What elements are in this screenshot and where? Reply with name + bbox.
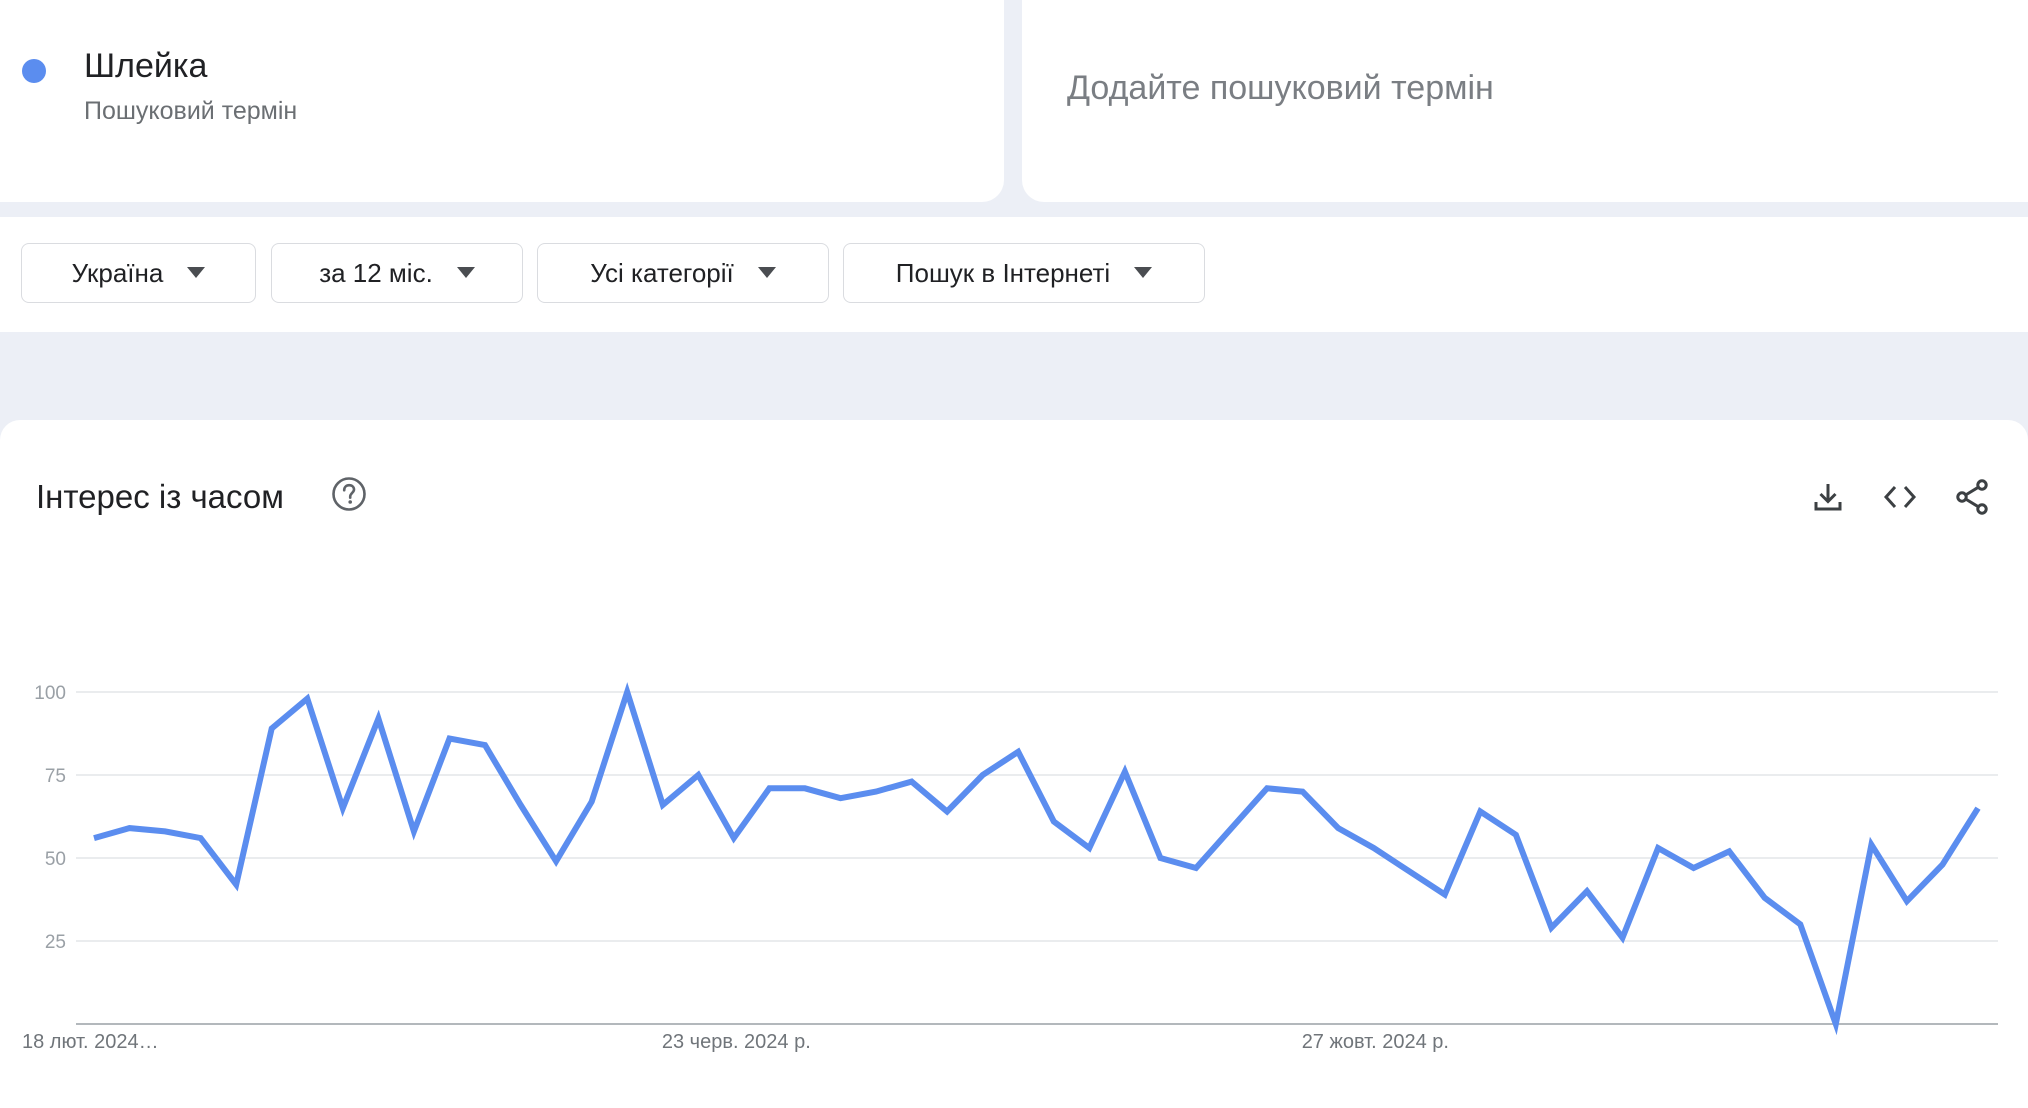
- caret-down-icon: [456, 266, 475, 278]
- term-name: Шлейка: [84, 47, 208, 85]
- search-term-card[interactable]: Шлейка Пошуковий термін: [0, 0, 1004, 202]
- caret-down-icon: [1134, 266, 1153, 278]
- filter-period-dropdown[interactable]: за 12 міс.: [271, 243, 523, 303]
- add-term-card[interactable]: Додайте пошуковий термін: [1022, 0, 2028, 202]
- x-tick-label: 18 лют. 2024…: [22, 1031, 159, 1053]
- filter-search-type-dropdown[interactable]: Пошук в Інтернеті: [843, 243, 1205, 303]
- share-icon[interactable]: [1953, 478, 1991, 516]
- filter-search-type-label: Пошук в Інтернеті: [895, 257, 1111, 288]
- embed-code-icon[interactable]: [1881, 478, 1919, 516]
- filter-bar: Україна за 12 міс. Усі категорії Пошук в…: [0, 217, 2028, 332]
- x-tick-label: 23 черв. 2024 р.: [662, 1031, 811, 1053]
- term-subtitle: Пошуковий термін: [84, 97, 298, 125]
- caret-down-icon: [187, 266, 206, 278]
- series-line: [93, 682, 1981, 1036]
- x-tick-label: 27 жовт. 2024 р.: [1302, 1031, 1449, 1053]
- caret-down-icon: [757, 266, 776, 278]
- y-tick-label: 50: [45, 849, 66, 870]
- filter-category-dropdown[interactable]: Усі категорії: [537, 243, 829, 303]
- add-term-input[interactable]: Додайте пошуковий термін: [1067, 69, 1494, 107]
- y-tick-label: 100: [34, 683, 66, 704]
- line-chart: 25 50 75 100 18 лют. 2024… 23 черв. 2024 р. 2…: [22, 682, 1998, 1053]
- series-line-group: [93, 682, 1981, 1036]
- download-icon[interactable]: [1809, 478, 1847, 516]
- y-axis-ticks: 25 50 75 100: [34, 683, 66, 953]
- term-color-dot: [22, 59, 46, 83]
- filter-region-label: Україна: [71, 257, 164, 288]
- y-tick-label: 75: [45, 766, 66, 787]
- y-tick-label: 25: [45, 932, 66, 953]
- help-icon[interactable]: [331, 476, 367, 512]
- filter-category-label: Усі категорії: [590, 257, 734, 288]
- interest-over-time-panel: 25 50 75 100 18 лют. 2024… 23 черв. 2024 р. 2…: [0, 420, 2028, 1108]
- filter-period-label: за 12 міс.: [319, 257, 433, 288]
- filter-region-dropdown[interactable]: Україна: [21, 243, 256, 303]
- x-axis-ticks: 18 лют. 2024… 23 черв. 2024 р. 27 жовт. 20…: [22, 1031, 1449, 1053]
- panel-title: Інтерес із часом: [36, 478, 284, 515]
